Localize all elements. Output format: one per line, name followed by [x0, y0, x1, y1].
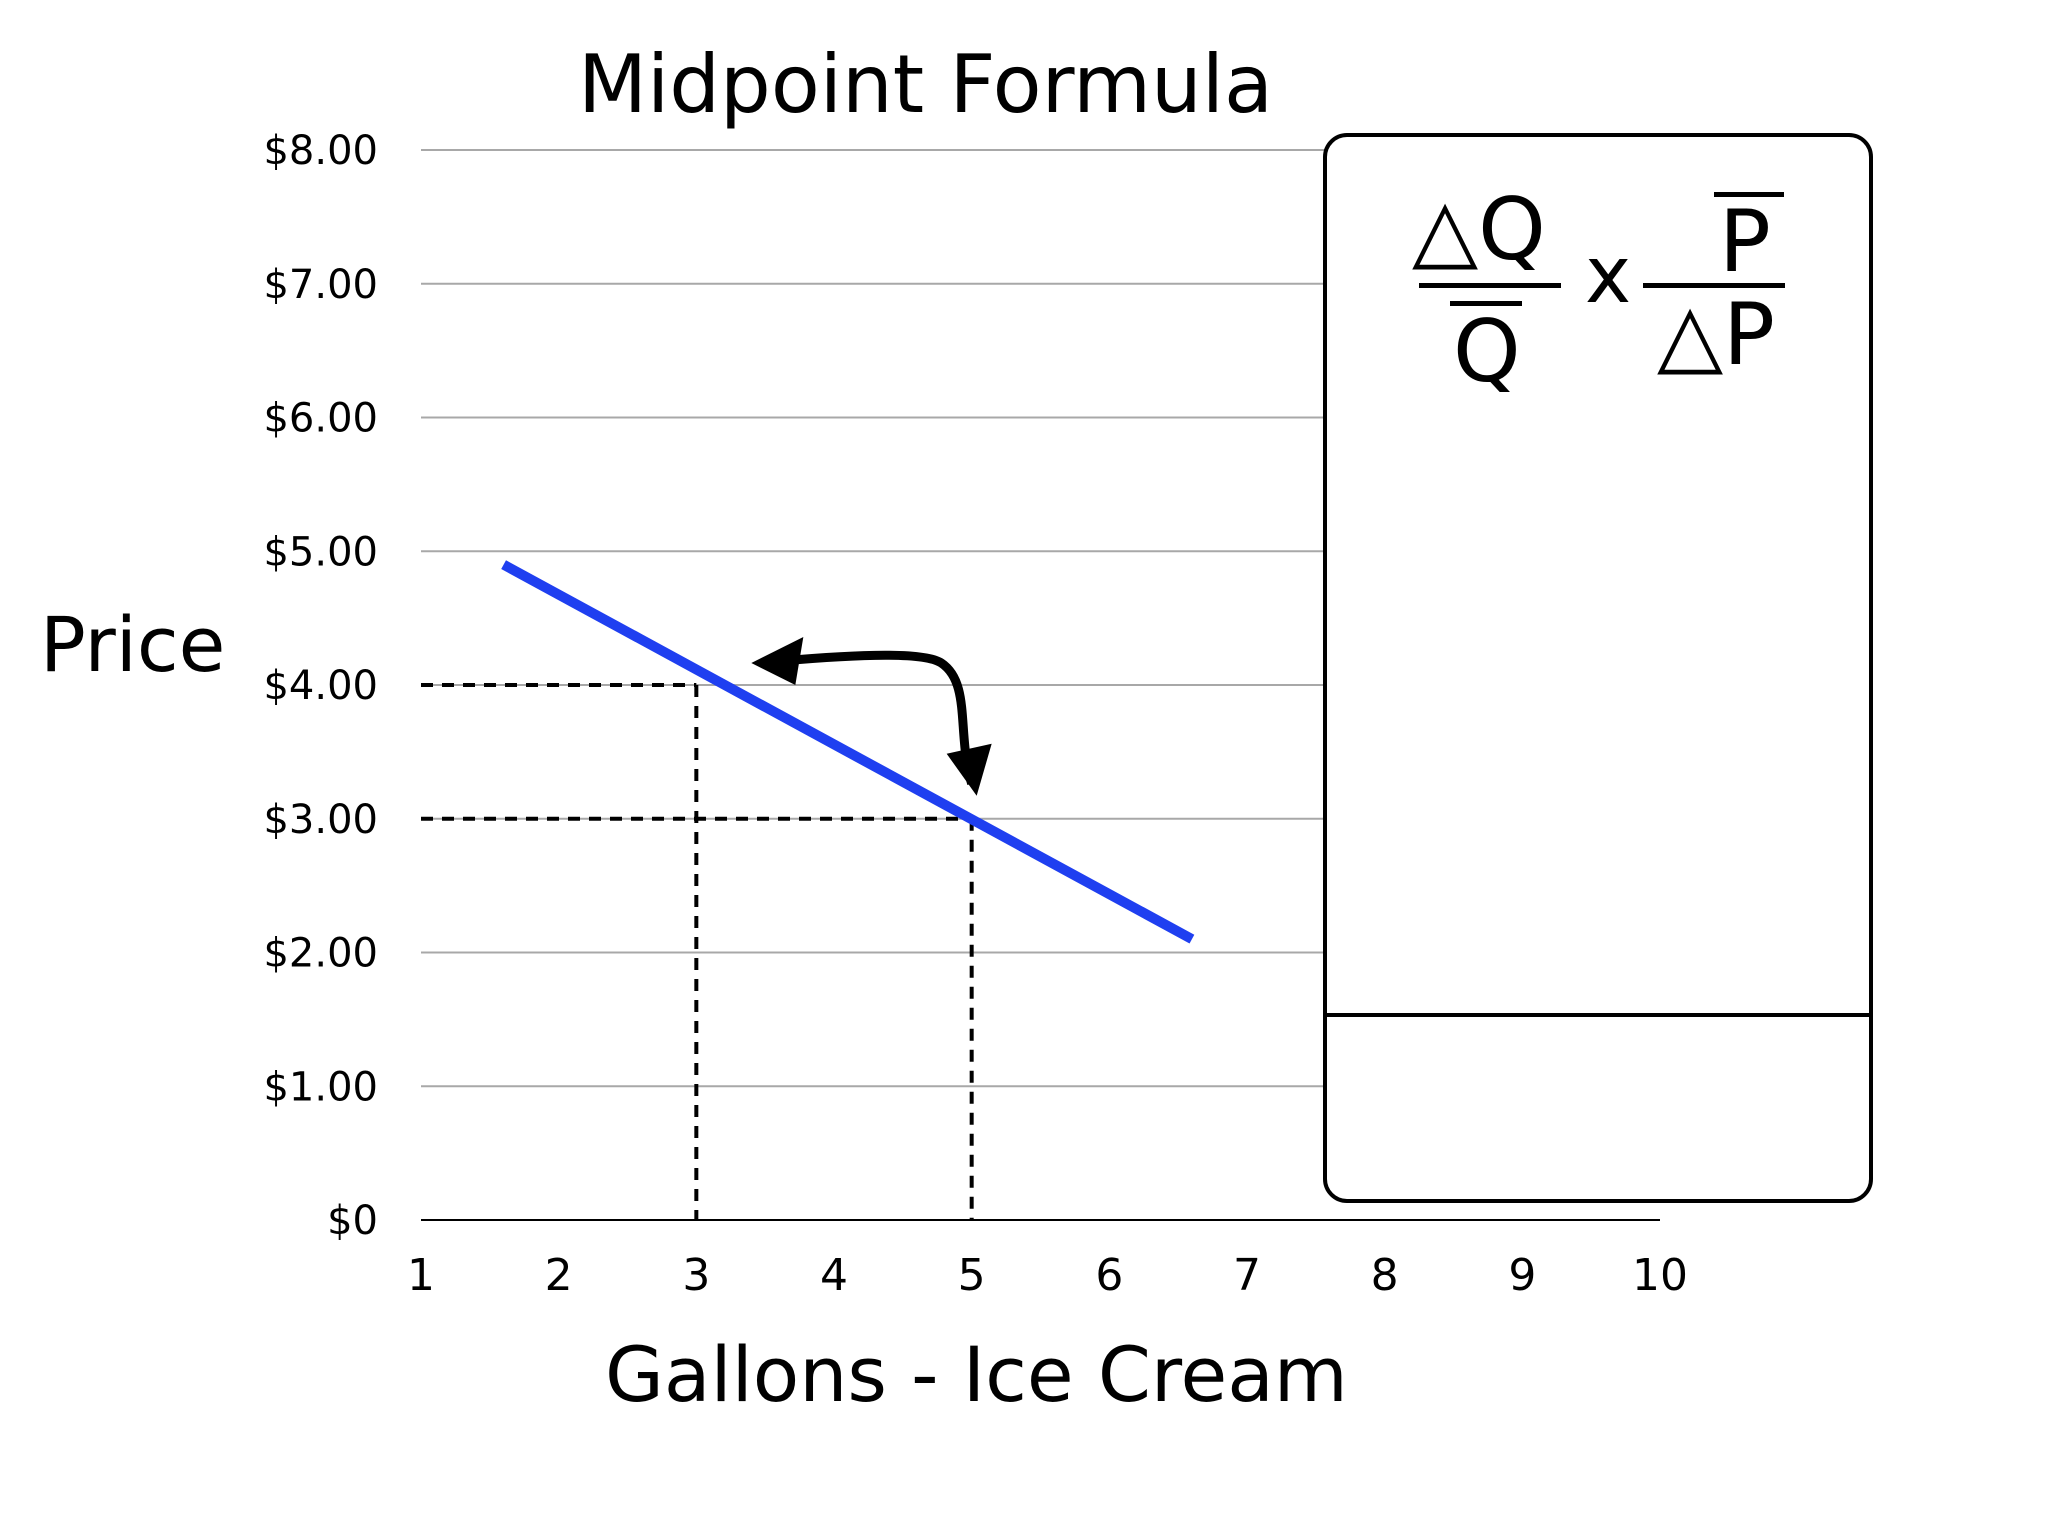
x-tick-label: 1	[407, 1250, 435, 1301]
formula-right-numerator-overline	[1714, 192, 1784, 197]
formula-right-numerator: P	[1719, 192, 1771, 292]
arrowhead-down	[946, 743, 992, 796]
demand-curve	[501, 560, 1195, 944]
y-tick-label: $2.00	[263, 931, 378, 977]
x-axis-label: Gallons - Ice Cream	[605, 1330, 1348, 1419]
x-tick-label: 6	[1095, 1250, 1123, 1301]
y-tick-label: $7.00	[263, 262, 378, 308]
x-tick-label: 7	[1233, 1250, 1261, 1301]
formula-right-denominator: △P	[1657, 285, 1775, 385]
y-axis-label: Price	[40, 600, 226, 689]
formula-right-fraction-bar	[1643, 283, 1785, 288]
chart-title: Midpoint Formula	[578, 38, 1273, 131]
elasticity-arrow	[780, 650, 976, 786]
formula-left-denominator: Q	[1453, 302, 1521, 402]
y-tick-label: $3.00	[263, 797, 378, 843]
arrowhead-left	[751, 637, 804, 685]
formula-box: △Q Q x P △P	[1323, 133, 1873, 1203]
y-tick-label: $8.00	[263, 128, 378, 174]
y-tick-label: $4.00	[263, 663, 378, 709]
y-tick-label: $0	[327, 1198, 378, 1244]
x-tick-label: 4	[820, 1250, 848, 1301]
y-tick-label: $5.00	[263, 529, 378, 575]
x-tick-label: 5	[958, 1250, 986, 1301]
formula-left-numerator: △Q	[1412, 180, 1546, 280]
x-tick-label: 2	[545, 1250, 573, 1301]
formula-box-divider	[1327, 1013, 1869, 1017]
y-tick-label: $6.00	[263, 396, 378, 442]
formula-operator: x	[1585, 231, 1632, 321]
x-tick-label: 3	[682, 1250, 710, 1301]
x-tick-label: 10	[1632, 1250, 1688, 1301]
y-tick-label: $1.00	[263, 1064, 378, 1110]
x-tick-label: 8	[1371, 1250, 1399, 1301]
formula-left-denominator-overline	[1450, 301, 1522, 306]
x-tick-label: 9	[1508, 1250, 1536, 1301]
formula-left-fraction-bar	[1419, 283, 1561, 288]
